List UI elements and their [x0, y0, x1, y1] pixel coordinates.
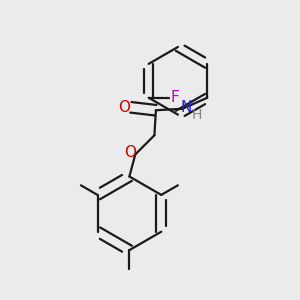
Text: H: H — [191, 108, 202, 122]
Text: N: N — [180, 100, 192, 115]
Text: O: O — [118, 100, 130, 115]
Text: O: O — [124, 146, 136, 160]
Text: F: F — [171, 90, 179, 105]
